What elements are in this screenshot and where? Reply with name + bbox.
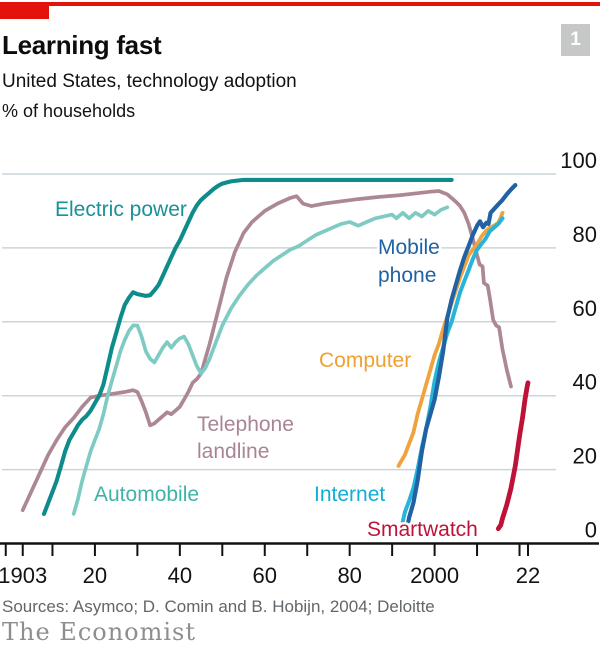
y-tick-label-60: 60 xyxy=(573,296,597,321)
series-label-mobile_phone-line2: phone xyxy=(378,264,436,287)
figure-number-badge: 1 xyxy=(561,24,590,56)
series-label-telephone_landline: Telephone xyxy=(197,413,294,436)
x-tick-label-1920: 20 xyxy=(83,563,107,588)
series-line-smartwatch xyxy=(495,380,531,532)
series-line-automobile xyxy=(71,205,450,516)
chart-title: Learning fast xyxy=(2,30,162,60)
x-tick-label-1940: 40 xyxy=(168,563,192,588)
x-tick-label-2000: 2000 xyxy=(410,563,459,588)
top-red-block xyxy=(0,6,49,19)
y-tick-label-40: 40 xyxy=(573,370,597,395)
economist-wordmark: The Economist xyxy=(2,618,197,646)
sources-note: Sources: Asymco; D. Comin and B. Hobijn,… xyxy=(2,597,435,616)
top-red-rule xyxy=(0,2,600,6)
series-label-computer: Computer xyxy=(319,349,411,372)
y-tick-label-20: 20 xyxy=(573,444,597,469)
x-tick-label-1903: 1903 xyxy=(0,563,47,588)
chart-subtitle: United States, technology adoption xyxy=(2,71,297,92)
y-tick-label-0: 0 xyxy=(585,518,597,543)
y-tick-label-100: 100 xyxy=(560,148,597,173)
x-tick-label-1960: 60 xyxy=(253,563,277,588)
series-label-mobile_phone: Mobile xyxy=(378,236,440,259)
series-label-internet: Internet xyxy=(314,483,385,506)
series-line-electric_power xyxy=(41,177,454,516)
x-tick-label-2022: 22 xyxy=(516,563,540,588)
series-label-smartwatch: Smartwatch xyxy=(367,518,478,541)
y-tick-label-80: 80 xyxy=(573,222,597,247)
x-tick-label-1980: 80 xyxy=(337,563,361,588)
series-line-mobile_phone xyxy=(404,183,518,531)
series-label-automobile: Automobile xyxy=(94,483,199,506)
y-axis-unit-label: % of households xyxy=(2,101,136,121)
series-label-telephone_landline-line2: landline xyxy=(197,440,269,463)
series-label-electric_power: Electric power xyxy=(55,198,187,221)
